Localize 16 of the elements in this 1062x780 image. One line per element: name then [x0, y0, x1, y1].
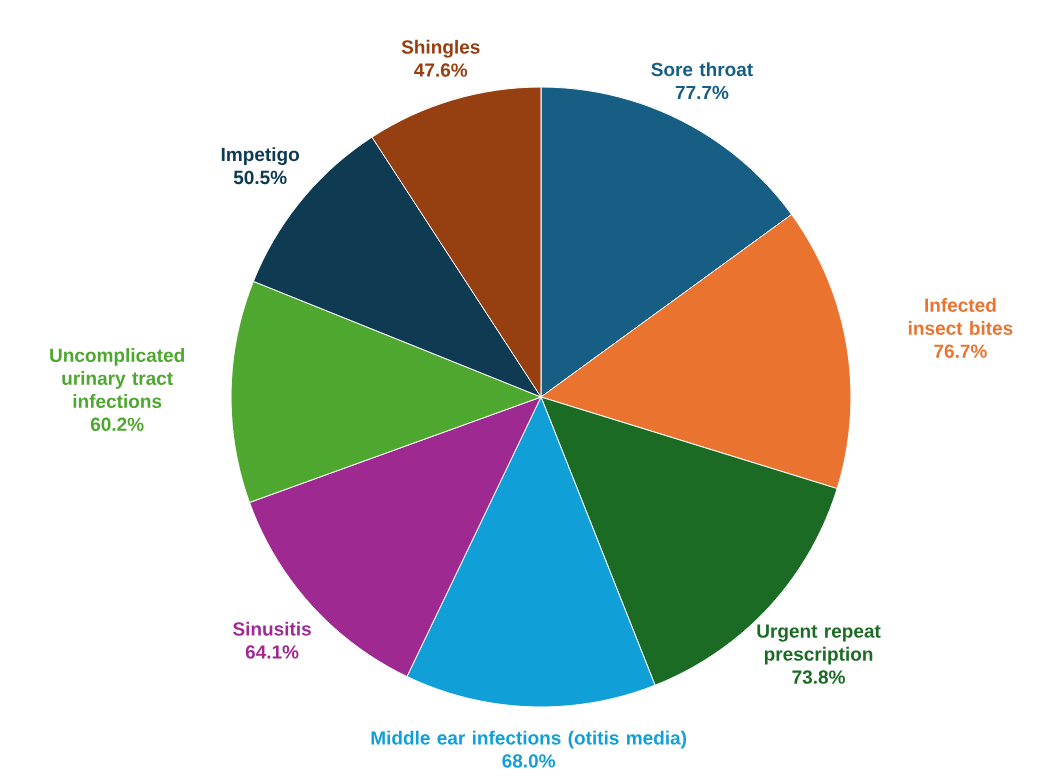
data-label: 76.7%	[934, 344, 987, 358]
slice-label: Sinusitis	[233, 621, 311, 636]
data-label: 47.6%	[414, 63, 468, 77]
slice-label: Uncomplicated urinary tract infections	[50, 348, 184, 409]
data-label: 68.0%	[502, 754, 556, 768]
slice-label: Sore throat	[651, 62, 753, 77]
data-label: 73.8%	[792, 670, 845, 684]
slice-label: Urgent repeat prescription	[757, 624, 881, 665]
data-label: 60.2%	[90, 417, 144, 432]
data-label: 77.7%	[675, 85, 729, 100]
data-label: 50.5%	[233, 170, 287, 185]
slice-label: Shingles	[401, 39, 480, 58]
slice-label: Middle ear infections (otitis media)	[371, 730, 687, 749]
slice-label: Infected insect bites	[908, 298, 1013, 335]
slice-label: Impetigo	[221, 147, 299, 165]
data-label: 64.1%	[245, 645, 299, 659]
